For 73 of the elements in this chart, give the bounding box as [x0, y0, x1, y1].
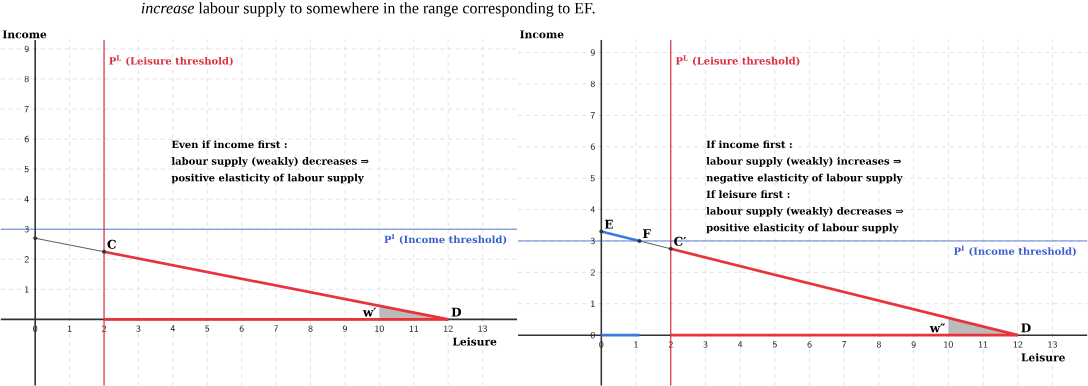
x-tick-label: 3 — [703, 341, 708, 348]
y-tick-label: 9 — [590, 49, 595, 56]
x-tick-label: 4 — [170, 325, 176, 332]
annotation: C — [107, 239, 116, 249]
y-tick-label: 2 — [24, 256, 29, 263]
y-tick-label: 7 — [24, 105, 29, 113]
y-tick-label: 7 — [590, 112, 595, 119]
y-tick-label: 5 — [24, 165, 29, 173]
x-tick-label: 0 — [33, 325, 38, 332]
annotation: F — [643, 229, 651, 238]
annotation: w′ — [362, 307, 377, 317]
y-tick-label: 3 — [590, 237, 595, 245]
y-tick-label: 8 — [24, 75, 29, 83]
y-tick-label: 9 — [24, 45, 29, 53]
x-tick-label: 12 — [444, 325, 453, 332]
chart-title: increase labour supply to somewhere in the range corresponding to EF. — [141, 2, 595, 17]
y-tick-label: 6 — [590, 143, 595, 150]
annotation: labour supply (weakly) decreases ⇒ — [171, 156, 369, 167]
annotation: D — [451, 307, 462, 317]
y-tick-label: 1 — [25, 286, 29, 293]
x-tick-label: 2 — [668, 341, 673, 348]
x-tick-label: 10 — [375, 325, 384, 332]
x-axis-title: Leisure — [1021, 353, 1065, 362]
annotation: If leisure first : — [706, 190, 790, 198]
x-tick-label: 2 — [101, 325, 107, 332]
x-tick-label: 8 — [308, 325, 313, 332]
x-tick-label: 6 — [239, 325, 244, 332]
annotation: labour supply (weakly) decreases ⇒ — [706, 206, 904, 217]
y-tick-label: 8 — [590, 80, 595, 88]
x-tick-label: 5 — [205, 325, 210, 332]
x-axis-title: Leisure — [452, 337, 497, 346]
x-tick-label: 1 — [634, 341, 638, 348]
annotation: w″ — [929, 323, 946, 333]
x-tick-label: 10 — [944, 341, 953, 348]
y-tick-label: 5 — [590, 174, 595, 182]
y-tick-label: 4 — [24, 196, 29, 203]
x-tick-label: 6 — [807, 341, 812, 348]
x-tick-label: 7 — [842, 341, 847, 348]
y-axis-title: Income — [520, 30, 564, 39]
x-tick-label: 9 — [911, 341, 916, 348]
x-tick-label: 7 — [274, 325, 279, 332]
x-tick-label: 0 — [599, 341, 604, 348]
x-tick-label: 5 — [772, 341, 777, 348]
x-tick-label: 13 — [478, 325, 488, 332]
y-tick-label: 3 — [24, 225, 29, 233]
ref-line-label: P$^{I}$ (Income threshold) — [954, 245, 1076, 257]
y-axis-title: Income — [2, 30, 47, 39]
y-tick-label: 6 — [24, 135, 29, 143]
annotation: Even if income first : — [171, 140, 287, 149]
x-tick-label: 9 — [342, 325, 348, 332]
ref-line-label: P$^{I}$ (Income threshold) — [384, 233, 507, 245]
y-tick-label: 0 — [590, 331, 595, 339]
annotation: C′ — [674, 236, 687, 246]
x-tick-label: 12 — [1013, 341, 1023, 348]
ref-line-label: P$^{L}$ (Leisure threshold) — [675, 55, 800, 66]
x-tick-label: 3 — [136, 325, 141, 332]
y-tick-label: 1 — [591, 300, 595, 307]
x-tick-label: 1 — [68, 325, 72, 332]
x-tick-label: 11 — [979, 341, 988, 348]
annotation: negative elasticity of labour supply — [706, 173, 903, 184]
annotation: E — [604, 219, 613, 229]
annotation: positive elasticity of labour supply — [171, 173, 364, 184]
ref-line-label: P$^{L}$ (Leisure threshold) — [109, 55, 233, 66]
y-tick-label: 4 — [590, 206, 596, 213]
annotation: If income first : — [706, 140, 792, 149]
annotation: D — [1021, 323, 1031, 333]
y-tick-label: 2 — [590, 269, 595, 276]
x-tick-label: 4 — [737, 341, 743, 348]
annotation: labour supply (weakly) increases ⇒ — [706, 156, 902, 167]
x-tick-label: 11 — [409, 325, 419, 332]
annotation: positive elasticity of labour supply — [706, 223, 899, 234]
x-tick-label: 13 — [1048, 341, 1058, 348]
x-tick-label: 8 — [876, 341, 882, 348]
